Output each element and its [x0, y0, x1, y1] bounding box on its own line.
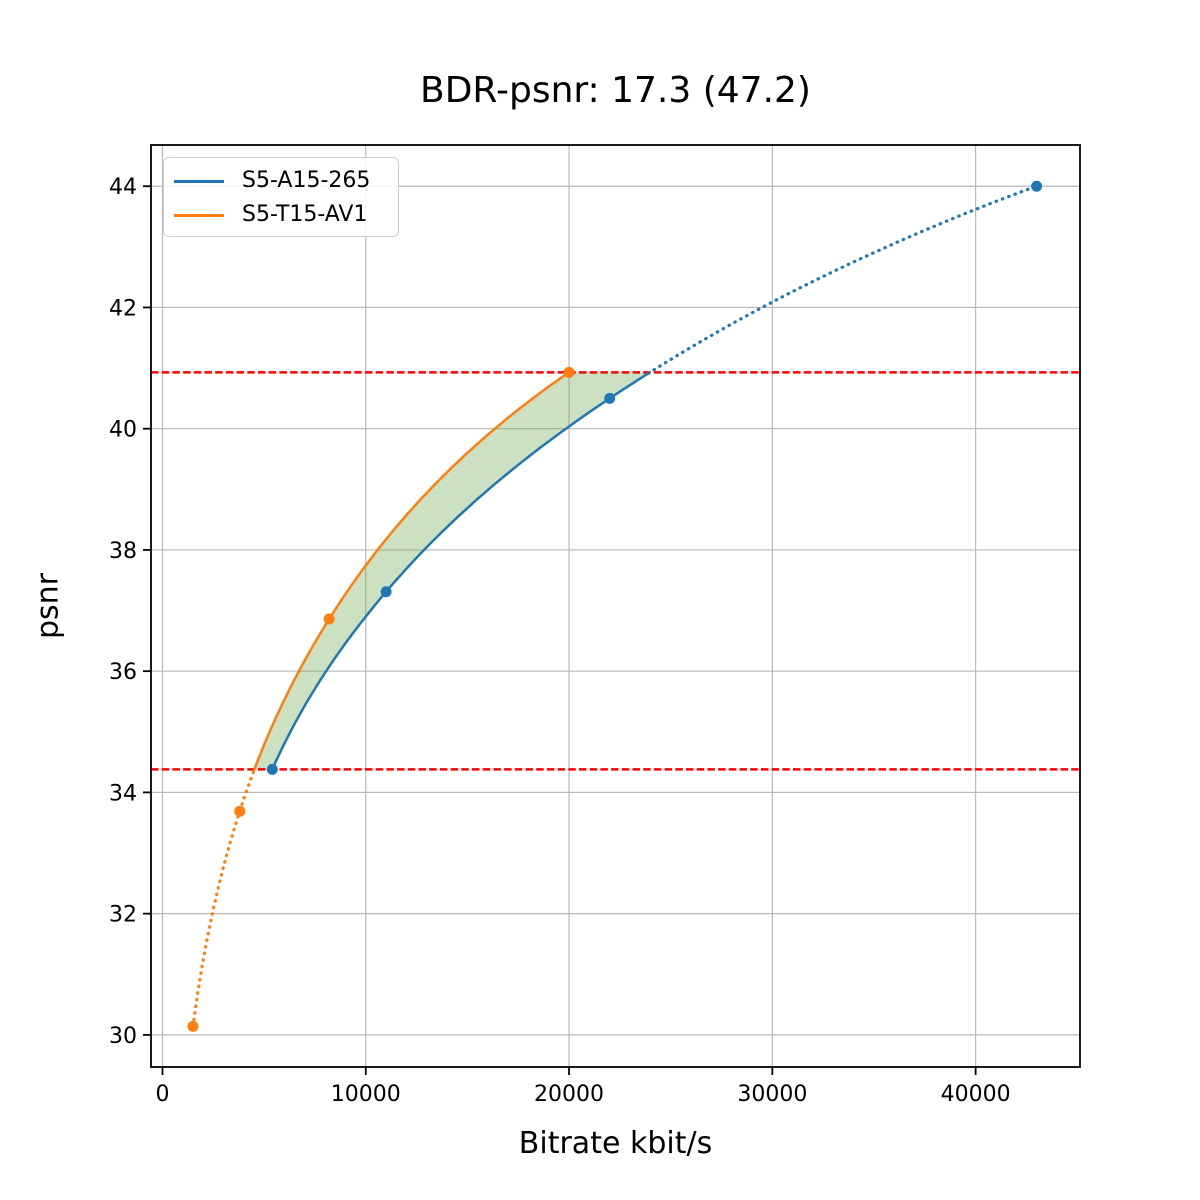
bd-shaded-region: [253, 372, 649, 771]
data-point-S5-T15-AV1: [234, 805, 246, 817]
series-curve-solid-S5-A15-265: [271, 372, 650, 771]
legend-item-series-2: S5-T15-AV1: [174, 198, 398, 232]
y-tick-label: 40: [109, 418, 137, 443]
x-tick-label: 10000: [331, 1082, 401, 1107]
x-axis-label: Bitrate kbit/s: [518, 1126, 713, 1161]
y-tick-label: 34: [109, 781, 137, 806]
plot-border: [150, 144, 1081, 1068]
legend-label-series-1: S5-A15-265: [242, 168, 371, 193]
x-tick-label: 30000: [737, 1082, 807, 1107]
series-curve-solid-S5-T15-AV1: [252, 371, 571, 773]
y-tick-label: 38: [109, 539, 137, 564]
legend-item-series-1: S5-A15-265: [174, 164, 398, 198]
data-point-S5-A15-265: [1031, 180, 1043, 192]
data-point-S5-T15-AV1: [563, 366, 575, 378]
y-tick-label: 44: [109, 175, 137, 200]
data-point-S5-A15-265: [380, 586, 392, 598]
y-axis-label: psnr: [30, 572, 66, 640]
chart-title: BDR-psnr: 17.3 (47.2): [420, 70, 811, 111]
x-tick-label: 0: [156, 1082, 170, 1107]
y-tick-label: 36: [109, 660, 137, 685]
data-point-S5-T15-AV1: [323, 613, 335, 625]
legend-label-series-2: S5-T15-AV1: [242, 202, 368, 227]
data-point-S5-A15-265: [604, 392, 616, 404]
x-tick-label: 40000: [941, 1082, 1011, 1107]
legend: S5-A15-265 S5-T15-AV1: [163, 157, 399, 237]
legend-line-sample-series-1: [174, 179, 224, 183]
legend-line-sample-series-2: [174, 213, 224, 217]
data-point-S5-A15-265: [266, 763, 278, 775]
y-tick-label: 30: [109, 1024, 137, 1049]
y-tick-label: 32: [109, 903, 137, 928]
x-tick-label: 20000: [534, 1082, 604, 1107]
data-point-S5-T15-AV1: [187, 1020, 199, 1032]
series-curve-dotted-S5-A15-265: [646, 184, 1039, 375]
y-tick-label: 42: [109, 296, 137, 321]
